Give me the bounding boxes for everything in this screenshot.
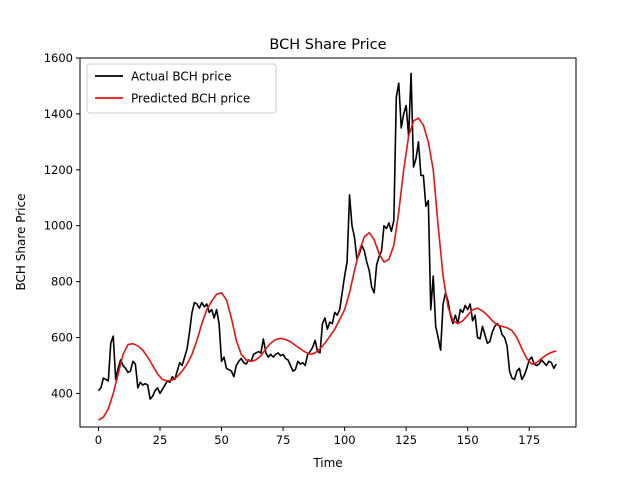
x-tick-label: 50 <box>214 433 229 447</box>
y-tick-label: 1600 <box>44 51 73 65</box>
x-axis-label: Time <box>312 456 342 470</box>
x-tick-label: 125 <box>395 433 417 447</box>
plot-frame <box>79 57 577 428</box>
y-tick-label: 1400 <box>44 107 73 121</box>
x-tick-label: 75 <box>276 433 291 447</box>
x-tick-label: 25 <box>153 433 168 447</box>
x-tick-label: 175 <box>518 433 540 447</box>
chart-title: BCH Share Price <box>269 37 386 53</box>
y-tick-label: 400 <box>51 386 73 400</box>
x-tick-label: 100 <box>334 433 356 447</box>
plot-area <box>97 72 558 421</box>
y-axis-label: BCH Share Price <box>14 194 28 291</box>
x-tick-label: 150 <box>457 433 479 447</box>
series-line-predicted <box>98 117 557 421</box>
series-line-actual <box>97 72 558 400</box>
y-tick-label: 1200 <box>44 163 73 177</box>
legend-label-actual: Actual BCH price <box>131 70 232 84</box>
y-tick-label: 1000 <box>44 219 73 233</box>
y-axis: 400 600 800 1000 1200 1400 1600 <box>44 51 80 400</box>
x-axis: 0 25 50 75 100 125 150 175 <box>95 427 540 447</box>
legend: Actual BCH price Predicted BCH price <box>86 63 277 114</box>
y-tick-label: 800 <box>51 275 73 289</box>
legend-box <box>86 63 277 114</box>
legend-label-predicted: Predicted BCH price <box>131 92 250 106</box>
series-layer <box>97 72 558 421</box>
y-tick-label: 600 <box>51 331 73 345</box>
x-tick-label: 0 <box>95 433 102 447</box>
